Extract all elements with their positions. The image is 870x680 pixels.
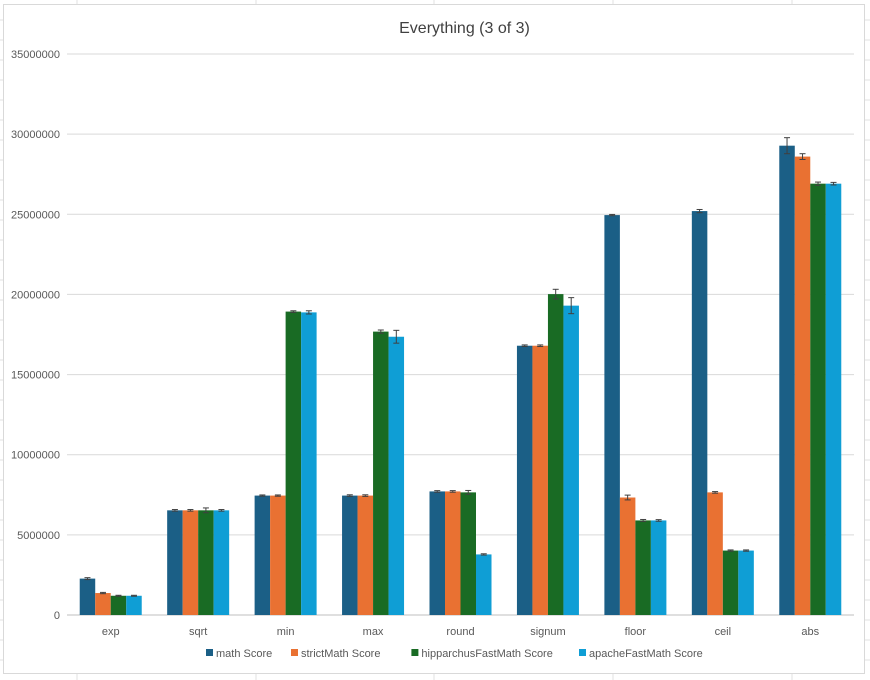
x-tick-label: ceil <box>715 626 732 638</box>
x-tick-label: exp <box>102 626 120 638</box>
bar <box>722 550 739 615</box>
y-tick-label: 10000000 <box>11 450 60 462</box>
bar <box>357 495 374 615</box>
bar <box>619 497 636 615</box>
bar <box>254 495 271 615</box>
y-tick-label: 30000000 <box>11 129 60 141</box>
bar <box>198 510 214 615</box>
bar <box>213 510 230 615</box>
bar <box>476 554 492 615</box>
x-tick-label: sqrt <box>189 626 207 638</box>
bar <box>532 345 548 615</box>
x-tick-label: signum <box>530 626 565 638</box>
bar <box>270 495 286 615</box>
y-axis-ticks: 0 5000000 10000000 15000000 20000000 25000000… <box>11 49 60 622</box>
bar <box>810 183 826 615</box>
legend-swatch <box>411 649 419 656</box>
y-tick-label: 0 <box>54 610 60 622</box>
bar <box>445 491 461 615</box>
bar <box>285 311 302 615</box>
bar <box>707 492 723 615</box>
bar <box>388 336 405 615</box>
bar <box>95 593 111 615</box>
bar <box>460 492 476 615</box>
chart-area[interactable]: Everything (3 of 3) 0 5000000 10000000 1500… <box>3 4 865 674</box>
bar <box>650 520 667 615</box>
legend-swatch <box>291 649 298 656</box>
bar <box>738 550 754 615</box>
y-tick-label: 35000000 <box>11 49 60 61</box>
bar <box>563 305 579 615</box>
bar <box>825 183 842 615</box>
error-bars <box>84 137 837 597</box>
y-tick-label: 15000000 <box>11 370 60 382</box>
x-tick-label: min <box>277 626 295 638</box>
legend-label: math Score <box>216 648 272 660</box>
bar <box>691 211 708 615</box>
bar <box>182 510 199 615</box>
bars <box>79 145 842 616</box>
bar <box>604 215 620 615</box>
legend-label: apacheFastMath Score <box>589 648 703 660</box>
legend-item: strictMath Score <box>291 648 380 660</box>
legend-label: strictMath Score <box>301 648 380 660</box>
legend-item: hipparchusFastMath Score <box>411 648 553 660</box>
legend-item: math Score <box>206 648 272 660</box>
bar <box>110 595 127 615</box>
x-tick-label: abs <box>801 626 819 638</box>
bar <box>126 595 142 615</box>
bar <box>516 345 533 615</box>
bar <box>373 331 389 615</box>
bar <box>429 491 445 615</box>
x-axis-ticks: exp sqrt min max round signum floor ceil abs <box>102 626 820 638</box>
x-tick-label: round <box>446 626 474 638</box>
y-tick-label: 5000000 <box>17 530 60 542</box>
legend-item: apacheFastMath Score <box>579 648 703 660</box>
y-tick-label: 25000000 <box>11 209 60 221</box>
legend: math Score strictMath Score hipparchusFast… <box>206 648 703 660</box>
bar <box>794 156 811 615</box>
bar <box>547 294 564 615</box>
chart-title: Everything (3 of 3) <box>399 20 530 37</box>
x-tick-label: floor <box>625 626 647 638</box>
legend-swatch <box>579 649 586 656</box>
y-tick-label: 20000000 <box>11 289 60 301</box>
legend-label: hipparchusFastMath Score <box>421 648 552 660</box>
chart-svg: Everything (3 of 3) 0 5000000 10000000 1500… <box>11 20 854 660</box>
bar <box>342 495 358 615</box>
bar <box>301 312 317 615</box>
legend-swatch <box>206 649 213 656</box>
bar <box>779 145 795 616</box>
bar <box>79 578 96 615</box>
bar <box>635 520 651 615</box>
x-tick-label: max <box>363 626 384 638</box>
bar <box>167 510 183 615</box>
